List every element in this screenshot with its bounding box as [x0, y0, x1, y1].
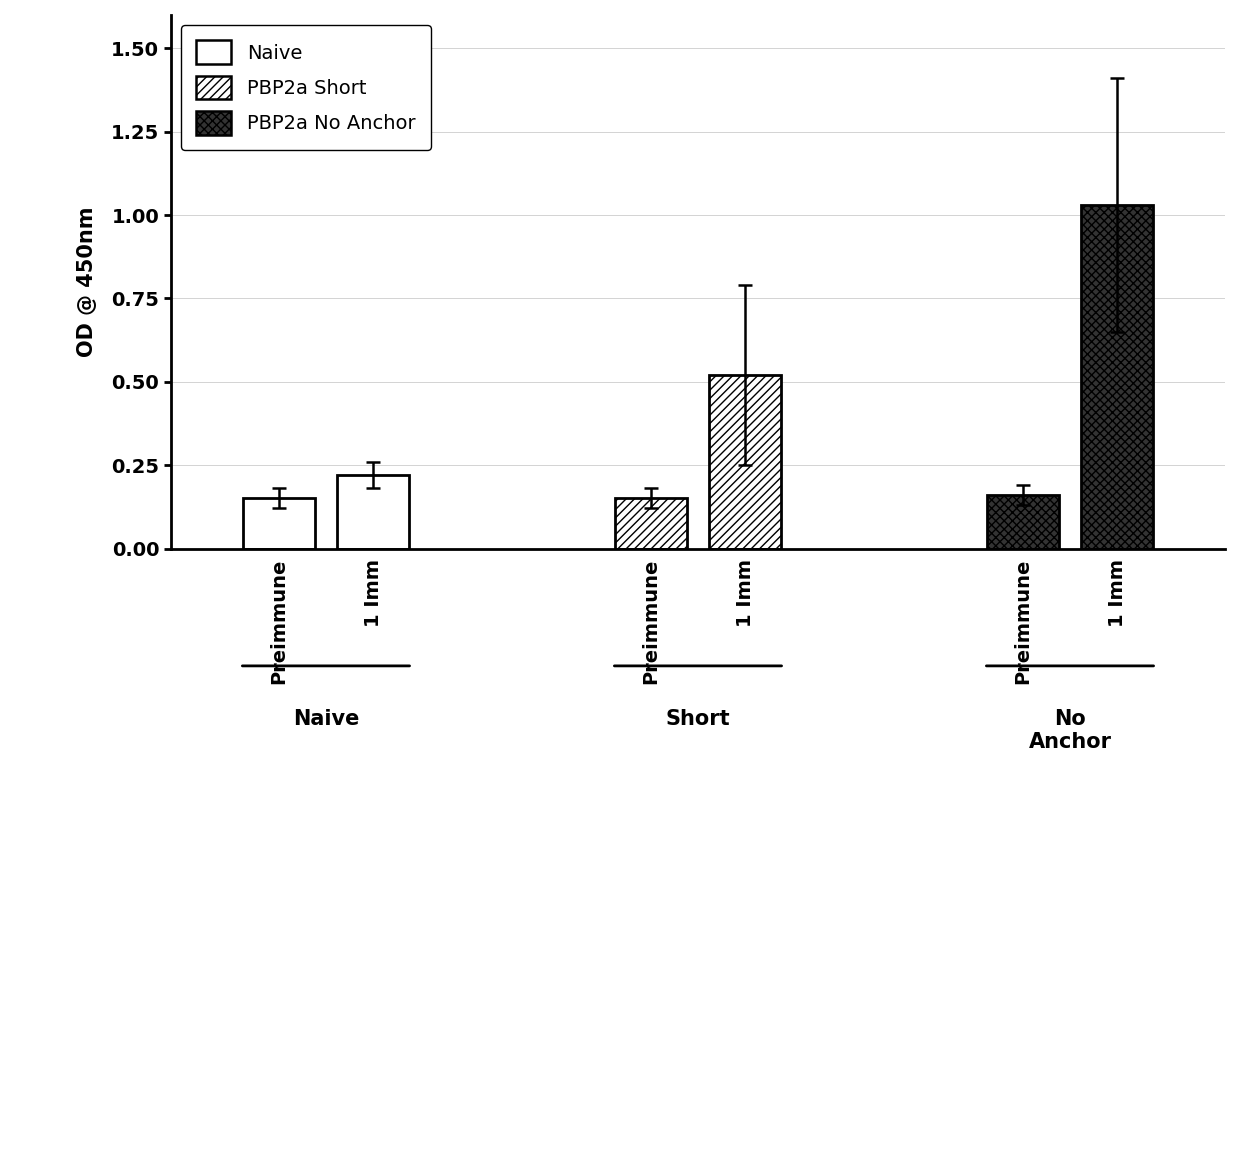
Bar [1081, 205, 1153, 548]
Text: Short: Short [666, 708, 730, 728]
Bar [987, 496, 1059, 548]
Bar [337, 475, 409, 548]
Text: Naive: Naive [293, 708, 360, 728]
Text: No
Anchor: No Anchor [1028, 708, 1111, 752]
Legend: Naive, PBP2a Short, PBP2a No Anchor: Naive, PBP2a Short, PBP2a No Anchor [181, 25, 432, 151]
Bar [243, 498, 315, 548]
Bar [709, 375, 781, 548]
Y-axis label: OD @ 450nm: OD @ 450nm [77, 207, 97, 357]
Bar [615, 498, 687, 548]
